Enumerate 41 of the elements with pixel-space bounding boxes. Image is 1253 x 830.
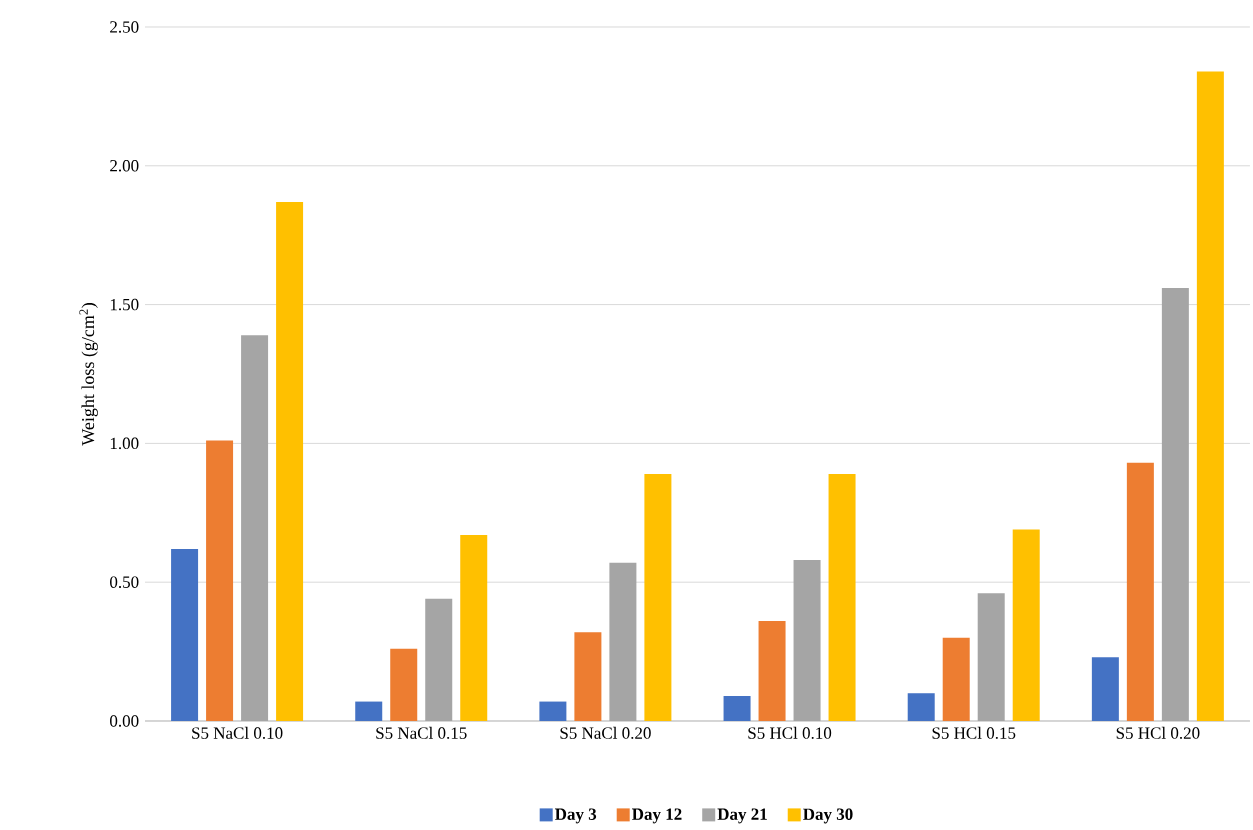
bar <box>1161 287 1189 721</box>
bar <box>644 473 672 721</box>
bar <box>574 632 602 721</box>
y-tick-label: 0.50 <box>110 576 139 588</box>
bar <box>977 593 1005 721</box>
bar <box>425 598 453 721</box>
y-tick-label: 2.50 <box>110 21 139 33</box>
y-tick-label: 2.00 <box>110 160 139 172</box>
x-tick-label: S5 NaCl 0.20 <box>560 726 651 739</box>
x-tick-label: S5 NaCl 0.15 <box>376 726 467 739</box>
bar <box>1012 529 1040 721</box>
x-tick-label: S5 NaCl 0.10 <box>192 726 283 739</box>
bar <box>241 335 269 721</box>
bar <box>1196 71 1224 721</box>
y-tick-label: 1.00 <box>110 437 139 450</box>
x-tick-label: S5 HCl 0.20 <box>1116 726 1200 739</box>
bar <box>171 548 199 721</box>
bar <box>758 621 786 721</box>
legend-label: Day 3 <box>554 808 597 824</box>
y-axis-title: Weight loss (g/cm$^{2}$) <box>79 303 98 446</box>
y-tick-label: 1.50 <box>110 298 139 311</box>
bar <box>276 201 304 721</box>
bar <box>723 696 751 721</box>
bar <box>793 559 821 721</box>
bar <box>539 701 567 721</box>
x-tick-label: S5 HCl 0.10 <box>748 726 832 739</box>
bar <box>907 693 935 721</box>
y-tick-label: 0.00 <box>110 715 139 727</box>
bar <box>1126 462 1154 721</box>
bar <box>206 440 234 721</box>
legend-label: Day 12 <box>632 808 682 824</box>
bar <box>460 535 488 721</box>
x-tick-label: S5 HCl 0.15 <box>932 726 1016 739</box>
bar <box>355 701 383 721</box>
legend-label: Day 30 <box>803 808 853 824</box>
bar <box>942 637 970 721</box>
bar <box>609 562 637 721</box>
bar <box>828 473 856 721</box>
bar <box>1091 657 1119 721</box>
bar <box>390 648 418 721</box>
legend-label: Day 21 <box>717 808 767 824</box>
